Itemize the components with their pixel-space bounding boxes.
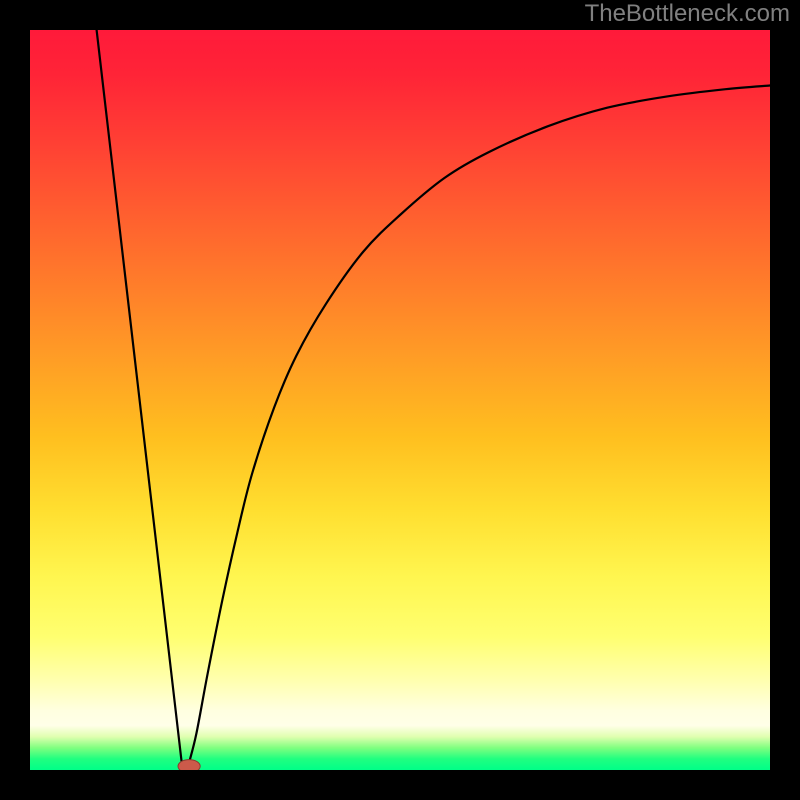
watermark-text: TheBottleneck.com xyxy=(585,0,790,28)
gradient-background xyxy=(30,30,770,770)
plot-area xyxy=(30,30,770,770)
chart-frame: TheBottleneck.com xyxy=(0,0,800,800)
optimal-point-marker xyxy=(178,760,200,770)
chart-svg xyxy=(30,30,770,770)
